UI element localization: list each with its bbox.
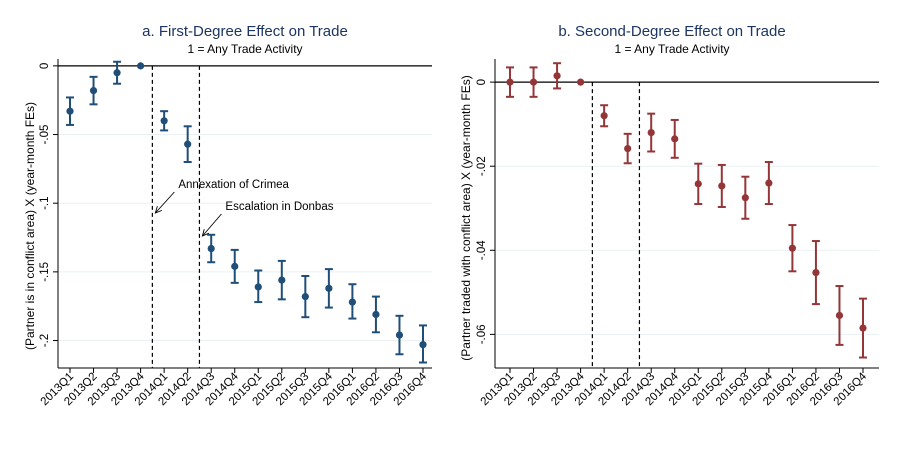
- panel-a-y-tick-label: -.05: [39, 125, 51, 145]
- panel-b-point-2014Q2: [624, 144, 632, 153]
- panel-a-annotation-1: Escalation in Donbas: [225, 201, 333, 213]
- panel-b-y-tick-label: 0: [476, 79, 488, 85]
- panel-a-y-tick-label: 0: [39, 63, 51, 69]
- panel-a-point-2013Q1: [66, 107, 74, 115]
- panel-a-title: a. First-Degree Effect on Trade: [142, 23, 348, 40]
- panel-a-y-tick-label: -.15: [39, 262, 51, 282]
- panel-b-y-tick-label: -.04: [476, 240, 488, 260]
- panel-b-point-2014Q4: [671, 135, 679, 143]
- panel-a-point-2013Q4: [137, 62, 145, 70]
- panel-a-subtitle: 1 = Any Trade Activity: [187, 42, 302, 56]
- panel-b-y-tick-label: -.02: [476, 156, 488, 176]
- panel-a-point-2015Q2: [278, 276, 286, 284]
- panel-b-point-2014Q1: [600, 112, 608, 120]
- panel-b-point-2013Q4: [577, 78, 585, 86]
- panel-b-point-2016Q3: [835, 311, 844, 320]
- panel-b-point-2016Q2: [812, 268, 820, 277]
- panel-b-point-2014Q3: [647, 128, 655, 137]
- panel-a-point-2014Q2: [184, 140, 192, 148]
- panel-a-point-2014Q3: [207, 244, 215, 253]
- panel-a-annotation-0: Annexation of Crimea: [178, 179, 289, 191]
- panel-b-point-2013Q2: [529, 78, 538, 86]
- panel-a-point-2016Q4: [419, 341, 427, 349]
- panel-b-point-2015Q3: [741, 194, 749, 202]
- panel-a-point-2016Q2: [372, 310, 380, 319]
- panel-a-annotation-arrow-1: [201, 213, 222, 237]
- panel-b-y-tick-label: -.06: [476, 324, 488, 344]
- panel-a-point-2015Q3: [301, 292, 309, 301]
- panel-a-point-2014Q1: [160, 117, 168, 125]
- panel-a-point-2015Q1: [254, 283, 262, 291]
- panel-a-annotation-arrow-0: [154, 191, 175, 214]
- panel-a-y-axis-label: (Partner is in conflict area) X (year-mo…: [23, 102, 37, 350]
- panel-b-point-2016Q1: [788, 244, 797, 252]
- panel-b-point-2013Q3: [553, 72, 561, 80]
- panel-b-point-2016Q4: [859, 324, 867, 332]
- panel-a-point-2013Q2: [89, 86, 98, 95]
- panel-b-point-2015Q1: [694, 180, 702, 188]
- panel-b-title: b. Second-Degree Effect on Trade: [558, 23, 785, 40]
- panel-a-point-2013Q3: [113, 69, 121, 77]
- panel-a-point-2015Q4: [325, 284, 333, 292]
- panel-b-subtitle: 1 = Any Trade Activity: [614, 42, 729, 56]
- panel-a-y-tick-label: -.1: [39, 196, 51, 209]
- panel-a-point-2014Q4: [231, 262, 239, 270]
- panel-b-point-2015Q2: [718, 182, 726, 190]
- panel-a-point-2016Q3: [395, 331, 404, 339]
- panel-a-y-tick-label: -.2: [39, 334, 51, 347]
- panel-b-y-axis-label: (Partner traded with conflict area) X (y…: [459, 75, 473, 360]
- panel-b-point-2013Q1: [506, 78, 514, 86]
- panel-b-point-2015Q4: [765, 179, 773, 187]
- panel-a-point-2016Q1: [348, 298, 356, 306]
